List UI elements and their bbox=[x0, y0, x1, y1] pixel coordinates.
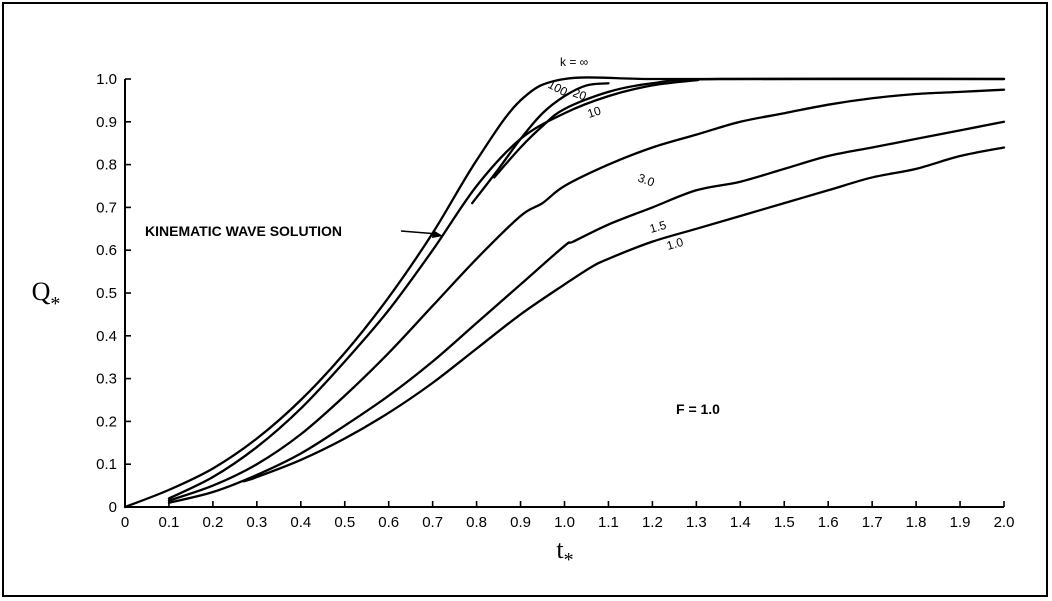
curve-label-0: k = ∞ bbox=[560, 55, 588, 69]
curve-label-6: 1.0 bbox=[665, 235, 685, 253]
x-tick-label: 1.4 bbox=[730, 514, 751, 531]
x-tick-label: 1.5 bbox=[774, 514, 795, 531]
y-axis-title: Q* bbox=[32, 277, 61, 315]
curves bbox=[123, 76, 1006, 509]
curve-k-5 bbox=[167, 120, 1006, 504]
curve-label-5: 1.5 bbox=[648, 218, 668, 236]
y-tick-label: 0.1 bbox=[96, 456, 117, 473]
x-tick-label: 0.1 bbox=[159, 514, 180, 531]
y-tick-label: 0.5 bbox=[96, 285, 117, 302]
x-tick-label: 1.2 bbox=[642, 514, 663, 531]
curve-k-4 bbox=[167, 88, 1006, 502]
kinematic-arrow-line bbox=[400, 230, 439, 235]
curve-label-2: 20 bbox=[571, 86, 589, 104]
y-tick-label: 1.0 bbox=[96, 71, 117, 88]
x-tick-label: 0.9 bbox=[510, 514, 531, 531]
x-tick-label: 0.5 bbox=[334, 514, 355, 531]
x-tick-label: 0.6 bbox=[378, 514, 399, 531]
x-tick-label: 0.7 bbox=[422, 514, 443, 531]
x-tick-label: 1.7 bbox=[862, 514, 883, 531]
curve-label-3: 10 bbox=[586, 103, 603, 121]
x-tick-label: 1.9 bbox=[950, 514, 971, 531]
axes bbox=[124, 79, 1004, 508]
curve-label-4: 3.0 bbox=[636, 171, 657, 190]
x-tick-label: 2.0 bbox=[994, 514, 1015, 531]
x-tick-label: 0.2 bbox=[202, 514, 223, 531]
curve-k-6 bbox=[242, 146, 1006, 483]
y-tick-label: 0 bbox=[109, 499, 117, 516]
tick-labels: 0 0.1 0.2 0.3 0.4 0.5 0.6 0.7 0.8 0.9 1.0 1.1 1.2 1.3… bbox=[96, 71, 1014, 531]
f-annotation: F = 1.0 bbox=[676, 401, 720, 417]
ticks bbox=[124, 78, 1005, 508]
x-tick-label: 0.4 bbox=[290, 514, 311, 531]
kinematic-wave-label: KINEMATIC WAVE SOLUTION bbox=[145, 223, 342, 239]
y-tick-label: 0.7 bbox=[96, 199, 117, 216]
x-tick-label: 1.3 bbox=[686, 514, 707, 531]
x-tick-label: 0 bbox=[121, 514, 129, 531]
kinematic-arrow-head bbox=[432, 230, 443, 238]
x-tick-label: 1.1 bbox=[598, 514, 619, 531]
y-tick-label: 0.8 bbox=[96, 157, 117, 174]
x-axis-title: t* bbox=[556, 535, 573, 571]
curve-k-1 bbox=[471, 82, 610, 205]
y-tick-label: 0.6 bbox=[96, 242, 117, 259]
y-tick-label: 0.2 bbox=[96, 413, 117, 430]
kinematic-annotation: KINEMATIC WAVE SOLUTION bbox=[145, 223, 443, 239]
x-tick-label: 0.8 bbox=[466, 514, 487, 531]
y-tick-label: 0.4 bbox=[96, 328, 117, 345]
curve-k-0 bbox=[123, 76, 1006, 509]
y-tick-label: 0.9 bbox=[96, 114, 117, 131]
y-tick-label: 0.3 bbox=[96, 371, 117, 388]
x-tick-label: 1.8 bbox=[906, 514, 927, 531]
x-tick-label: 1.6 bbox=[818, 514, 839, 531]
x-tick-label: 1.0 bbox=[554, 514, 575, 531]
curve-k-3 bbox=[167, 77, 1006, 500]
x-tick-label: 0.3 bbox=[246, 514, 267, 531]
